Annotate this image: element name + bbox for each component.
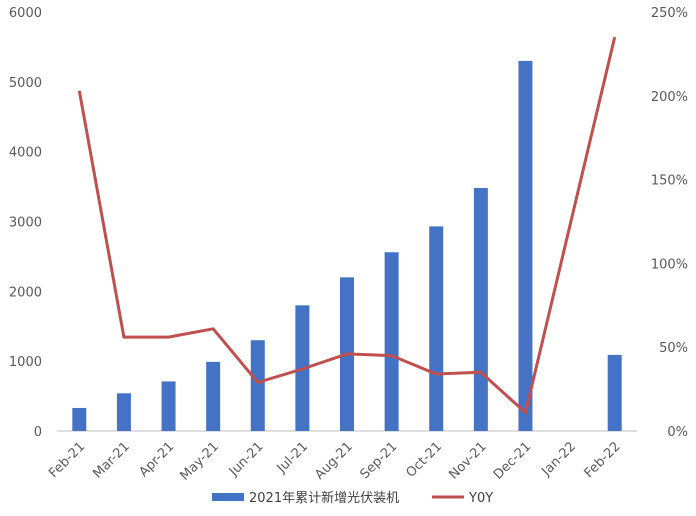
right-tick-label: 250%	[651, 6, 688, 21]
bar	[72, 407, 87, 431]
bar	[429, 226, 444, 431]
bar-series	[72, 60, 622, 432]
x-tick-label: Feb-21	[46, 439, 88, 481]
x-tick-label: Apr-21	[136, 439, 177, 480]
legend: 2021年累计新增光伏装机 Y0Y	[212, 490, 493, 506]
x-tick-label: Nov-21	[446, 439, 489, 482]
right-axis-ticks: 0% 50% 100% 150% 200% 250%	[651, 6, 688, 440]
legend-line-label: Y0Y	[468, 491, 493, 506]
bar	[607, 354, 622, 431]
left-tick-label: 0	[34, 425, 42, 440]
x-tick-label: Aug-21	[312, 439, 356, 483]
left-tick-label: 1000	[9, 355, 42, 370]
bar	[161, 381, 176, 431]
right-tick-label: 200%	[651, 90, 688, 105]
bar	[116, 393, 131, 431]
x-tick-label: Sep-21	[357, 439, 400, 482]
right-tick-label: 0%	[667, 425, 688, 440]
right-tick-label: 100%	[651, 257, 688, 272]
left-tick-label: 3000	[9, 216, 42, 231]
x-tick-label: Jun-21	[226, 439, 267, 480]
legend-bar-swatch	[212, 493, 244, 501]
x-tick-label: Jul-21	[274, 439, 311, 476]
x-tick-label: Mar-21	[90, 439, 132, 481]
right-tick-label: 50%	[659, 341, 688, 356]
bar	[206, 361, 221, 431]
right-tick-label: 150%	[651, 174, 688, 189]
x-tick-label: Oct-21	[404, 439, 446, 481]
legend-bar-label: 2021年累计新增光伏装机	[249, 490, 399, 506]
x-tick-label: Dec-21	[491, 439, 534, 482]
bar	[384, 252, 399, 431]
left-tick-label: 5000	[9, 76, 42, 91]
left-tick-label: 2000	[9, 285, 42, 300]
left-axis-ticks: 0 1000 2000 3000 4000 5000 6000	[9, 6, 42, 440]
bar	[250, 340, 265, 431]
yoy-line	[77, 36, 617, 415]
left-tick-label: 4000	[9, 146, 42, 161]
bar	[518, 60, 533, 432]
x-tick-label: Feb-22	[582, 439, 624, 481]
bar	[473, 187, 488, 431]
x-tick-label: May-21	[178, 439, 222, 483]
left-tick-label: 6000	[9, 6, 42, 21]
x-tick-label: Jan-22	[538, 439, 579, 480]
x-axis-ticks: Feb-21 Mar-21 Apr-21 May-21 Jun-21 Jul-21 Aug-…	[46, 439, 623, 483]
